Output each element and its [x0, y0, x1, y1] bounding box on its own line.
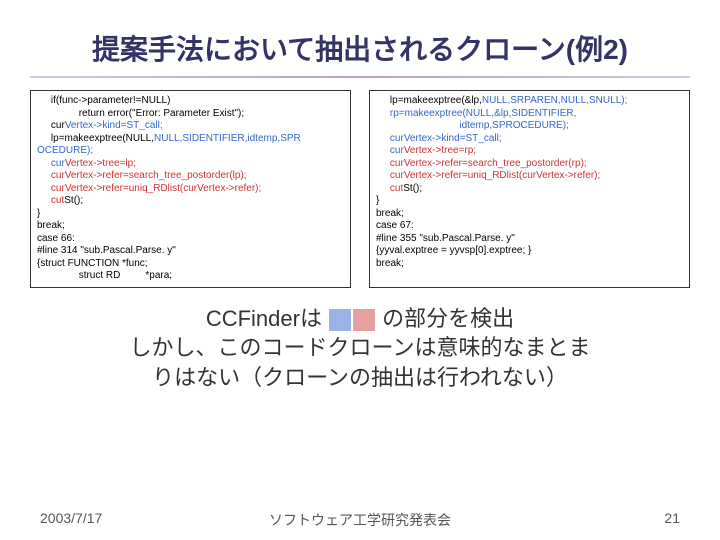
code-hl-blue: Vertex->kind=ST_call;: [65, 120, 163, 131]
code-line: return error("Error: Parameter Exist");: [37, 108, 244, 119]
code-hl-blue: cur: [376, 133, 404, 144]
blue-square-icon: [329, 309, 351, 331]
code-hl-blue: cur: [376, 145, 404, 156]
code-hl-red: Vertex->tree=rp;: [404, 145, 476, 156]
code-hl-blue: cur: [37, 158, 65, 169]
code-hl-red: Vertex->refer=uniq_RDlist(cur: [404, 170, 536, 181]
code-hl-red: cur: [376, 158, 404, 169]
code-hl-red: Vertex->refer=uniq_RDlist(cur: [65, 183, 197, 194]
code-box-right: lp=makeexptree(&lp,NULL,SRPAREN,NULL,SNU…: [369, 90, 690, 288]
code-hl-blue: SNULL);: [589, 95, 627, 106]
code-hl-red: cur: [37, 170, 65, 181]
code-line: cur: [37, 120, 65, 131]
code-line: break;: [37, 220, 65, 231]
code-hl-blue: idtemp,: [247, 133, 280, 144]
code-hl-blue: NULL,: [482, 95, 510, 106]
summary-line3: りはない（クローンの抽出は行われない）: [152, 365, 568, 390]
code-hl-red: Vertex->refer=search_tree_postorder(lp);: [65, 170, 247, 181]
code-line: lp=makeexptree(&lp,: [376, 95, 482, 106]
red-square-icon: [353, 309, 375, 331]
code-line: case 67:: [376, 220, 414, 231]
slide-title: 提案手法において抽出されるクローン(例2): [0, 0, 720, 76]
footer: 2003/7/17 ソフトウェア工学研究発表会 21: [0, 510, 720, 526]
code-line: {struct FUNCTION *func;: [37, 258, 148, 269]
code-hl-red: cut: [376, 183, 403, 194]
code-hl-blue: SRPAREN,: [510, 95, 560, 106]
code-hl-blue: SPROCEDURE);: [492, 120, 569, 131]
code-line: if(func->parameter!=NULL): [37, 95, 170, 106]
code-hl-red: cur: [376, 170, 404, 181]
code-line: }: [376, 195, 379, 206]
code-line: case 66:: [37, 233, 75, 244]
code-line: break;: [376, 258, 404, 269]
code-line: #line 355 "sub.Pascal.Parse. y": [376, 233, 515, 244]
code-hl-red: Vertex->refer);: [197, 183, 261, 194]
code-hl-blue: NULL,: [561, 95, 589, 106]
code-hl-blue: SIDENTIFIER,: [182, 133, 247, 144]
code-hl-blue: Vertex->kind=ST_call;: [404, 133, 502, 144]
code-line: St();: [403, 183, 422, 194]
code-line: exptree = yyvsp[0].: [405, 245, 489, 256]
slide: 提案手法において抽出されるクローン(例2) if(func->parameter…: [0, 0, 720, 540]
code-line: break;: [376, 208, 404, 219]
code-hl-blue: SIDENTIFIER,: [511, 108, 576, 119]
summary-line1-after: の部分を検出: [376, 306, 514, 331]
code-line: struct RD *para;: [37, 270, 172, 281]
code-container: if(func->parameter!=NULL) return error("…: [0, 90, 720, 288]
code-hl-red: cut: [37, 195, 64, 206]
footer-page: 21: [664, 510, 680, 526]
code-line: {yyval.: [376, 245, 405, 256]
code-hl-red: Vertex->tree=lp;: [65, 158, 136, 169]
code-line: lp=makeexptree(NULL,: [37, 133, 154, 144]
code-line: #line 314 "sub.Pascal.Parse. y": [37, 245, 176, 256]
code-box-left: if(func->parameter!=NULL) return error("…: [30, 90, 351, 288]
code-hl-red: Vertex->refer);: [536, 170, 600, 181]
summary-line2: しかし、このコードクローンは意味的なまとま: [130, 335, 591, 360]
code-hl-blue: idtemp,: [376, 120, 492, 131]
title-underline: [30, 76, 690, 78]
code-line: St();: [64, 195, 83, 206]
code-hl-blue: NULL,: [154, 133, 182, 144]
footer-date: 2003/7/17: [40, 510, 102, 526]
footer-center: ソフトウェア工学研究発表会: [269, 510, 451, 530]
code-hl-red: Vertex->refer=search_tree_postorder(rp);: [404, 158, 587, 169]
code-line: }: [37, 208, 40, 219]
code-hl-blue: OCEDURE);: [37, 145, 93, 156]
code-line: exptree; }: [489, 245, 531, 256]
summary-text: CCFinderは の部分を検出 しかし、このコードクローンは意味的なまとま り…: [0, 288, 720, 393]
code-hl-blue: SPR: [280, 133, 301, 144]
summary-line1-before: CCFinderは: [206, 306, 328, 331]
code-hl-blue: rp=makeexptree(NULL,&lp,: [376, 108, 511, 119]
code-hl-red: cur: [37, 183, 65, 194]
